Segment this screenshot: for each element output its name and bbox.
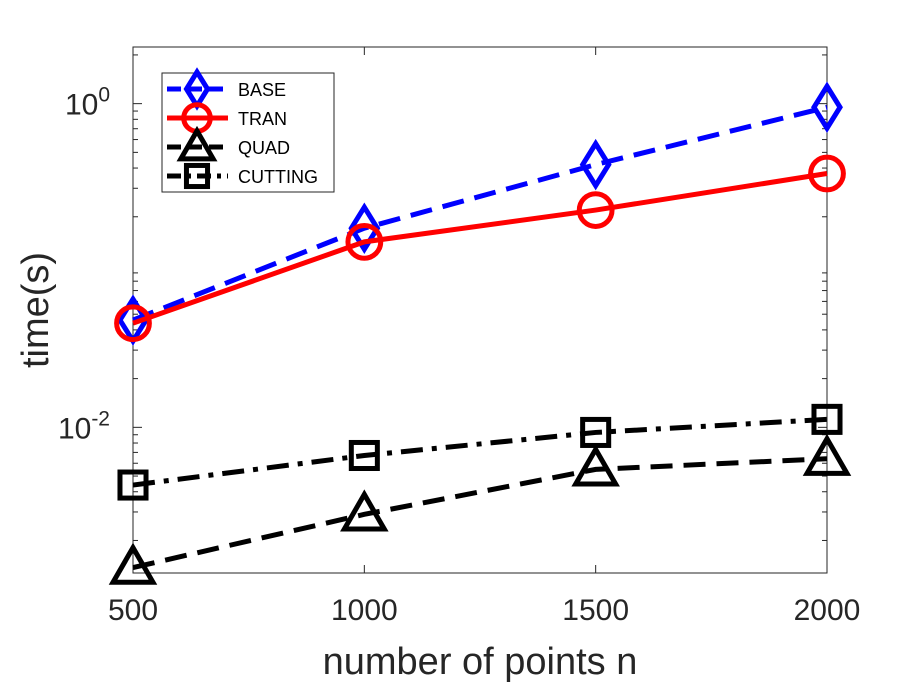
legend-entry-quad: QUAD — [167, 125, 290, 162]
series-line-quad — [132, 456, 828, 571]
plot-area — [132, 46, 828, 574]
x-tick-labels: 500 1000 1500 2000 — [108, 594, 860, 627]
series-tran — [114, 154, 846, 343]
data-point-quad — [108, 542, 158, 585]
series-quad — [108, 433, 852, 585]
legend: BASE TRAN QUAD CUTTING — [161, 67, 335, 193]
series-line-cutting — [132, 416, 828, 488]
y-tick-labels: 100 10-2 — [58, 84, 110, 446]
data-point-tran — [576, 191, 615, 229]
legend-marker-quad — [176, 125, 218, 162]
legend-label-tran: TRAN — [238, 109, 287, 129]
data-point-base — [579, 138, 612, 191]
x-axis-label: number of points n — [323, 641, 638, 683]
series-cutting — [117, 403, 843, 501]
series-line-tran — [132, 171, 828, 326]
series-line-base — [132, 104, 828, 323]
data-point-tran — [114, 304, 152, 343]
data-point-cutting — [580, 416, 612, 448]
x-tick-label: 1000 — [331, 594, 398, 627]
data-point-tran — [345, 222, 384, 261]
data-point-quad — [802, 433, 852, 476]
legend-entry-base: BASE — [167, 67, 286, 111]
legend-label-quad: QUAD — [238, 138, 290, 158]
legend-label-cutting: CUTTING — [238, 167, 318, 187]
data-point-cutting — [811, 403, 843, 435]
x-tick-label: 500 — [108, 594, 158, 627]
data-point-quad — [571, 444, 620, 487]
y-axis-label: time(s) — [15, 252, 57, 368]
data-point-base — [348, 202, 381, 254]
legend-marker-cutting — [183, 162, 211, 190]
data-point-quad — [340, 489, 389, 532]
x-tick-label: 1500 — [562, 594, 629, 627]
data-point-cutting — [117, 469, 149, 501]
series-layer — [108, 81, 852, 585]
legend-label-base: BASE — [238, 80, 286, 100]
data-point-tran — [808, 154, 846, 193]
legend-entry-cutting: CUTTING — [167, 162, 318, 190]
data-point-cutting — [348, 439, 380, 472]
y-tick-label: 10-2 — [58, 407, 110, 445]
x-tick-label: 2000 — [794, 594, 861, 627]
data-point-base — [811, 81, 843, 133]
y-tick-label: 100 — [65, 84, 110, 122]
